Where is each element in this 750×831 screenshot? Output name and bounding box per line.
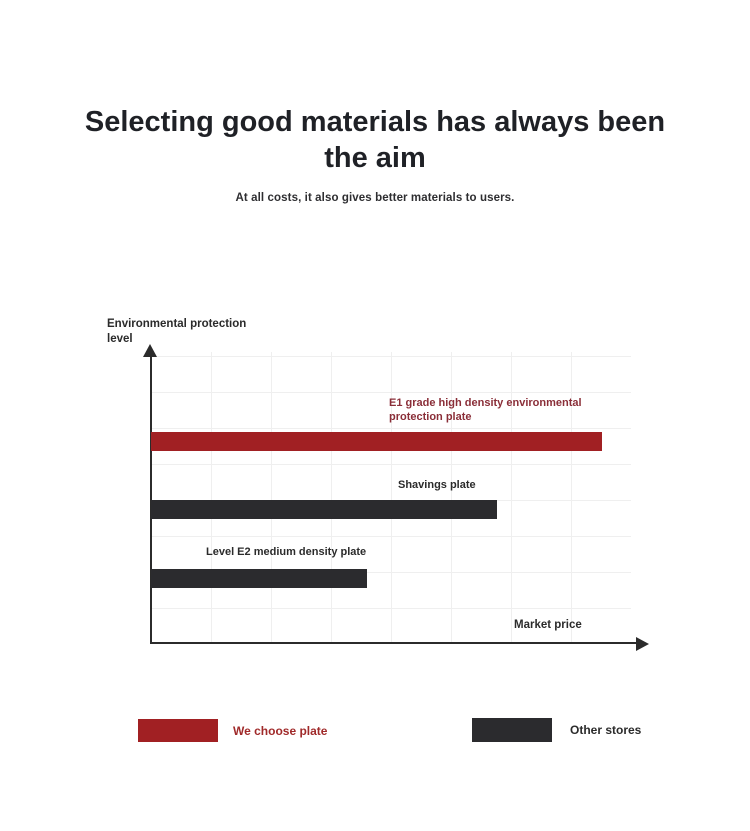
- legend-label-we-choose: We choose plate: [233, 724, 328, 738]
- bar-label-e2-plate: Level E2 medium density plate: [206, 546, 367, 558]
- x-axis-arrow-icon: [636, 636, 649, 651]
- legend-swatch-we-choose: [138, 719, 218, 742]
- x-axis-line: [150, 642, 637, 644]
- y-axis-line: [150, 351, 152, 644]
- y-axis-label: Environmental protection level: [107, 318, 247, 345]
- page-title-text: Selecting good materials has always been…: [84, 106, 666, 175]
- bar-label-e1-plate: E1 grade high density environmental prot…: [389, 397, 582, 423]
- plot-gridlines: [151, 352, 631, 643]
- bar-shavings-plate: [151, 500, 497, 519]
- page-subtitle: At all costs, it also gives better mater…: [235, 192, 515, 204]
- legend-label-other-stores: Other stores: [570, 723, 642, 737]
- x-axis-label: Market price: [514, 619, 582, 631]
- y-axis-arrow-icon: [143, 344, 157, 357]
- page-title: Selecting good materials has always been…: [0, 104, 750, 177]
- bar-e2-plate: [151, 569, 367, 588]
- legend-swatch-other-stores: [472, 718, 552, 742]
- bar-e1-plate: [151, 432, 602, 451]
- bar-label-shavings-plate: Shavings plate: [398, 479, 476, 491]
